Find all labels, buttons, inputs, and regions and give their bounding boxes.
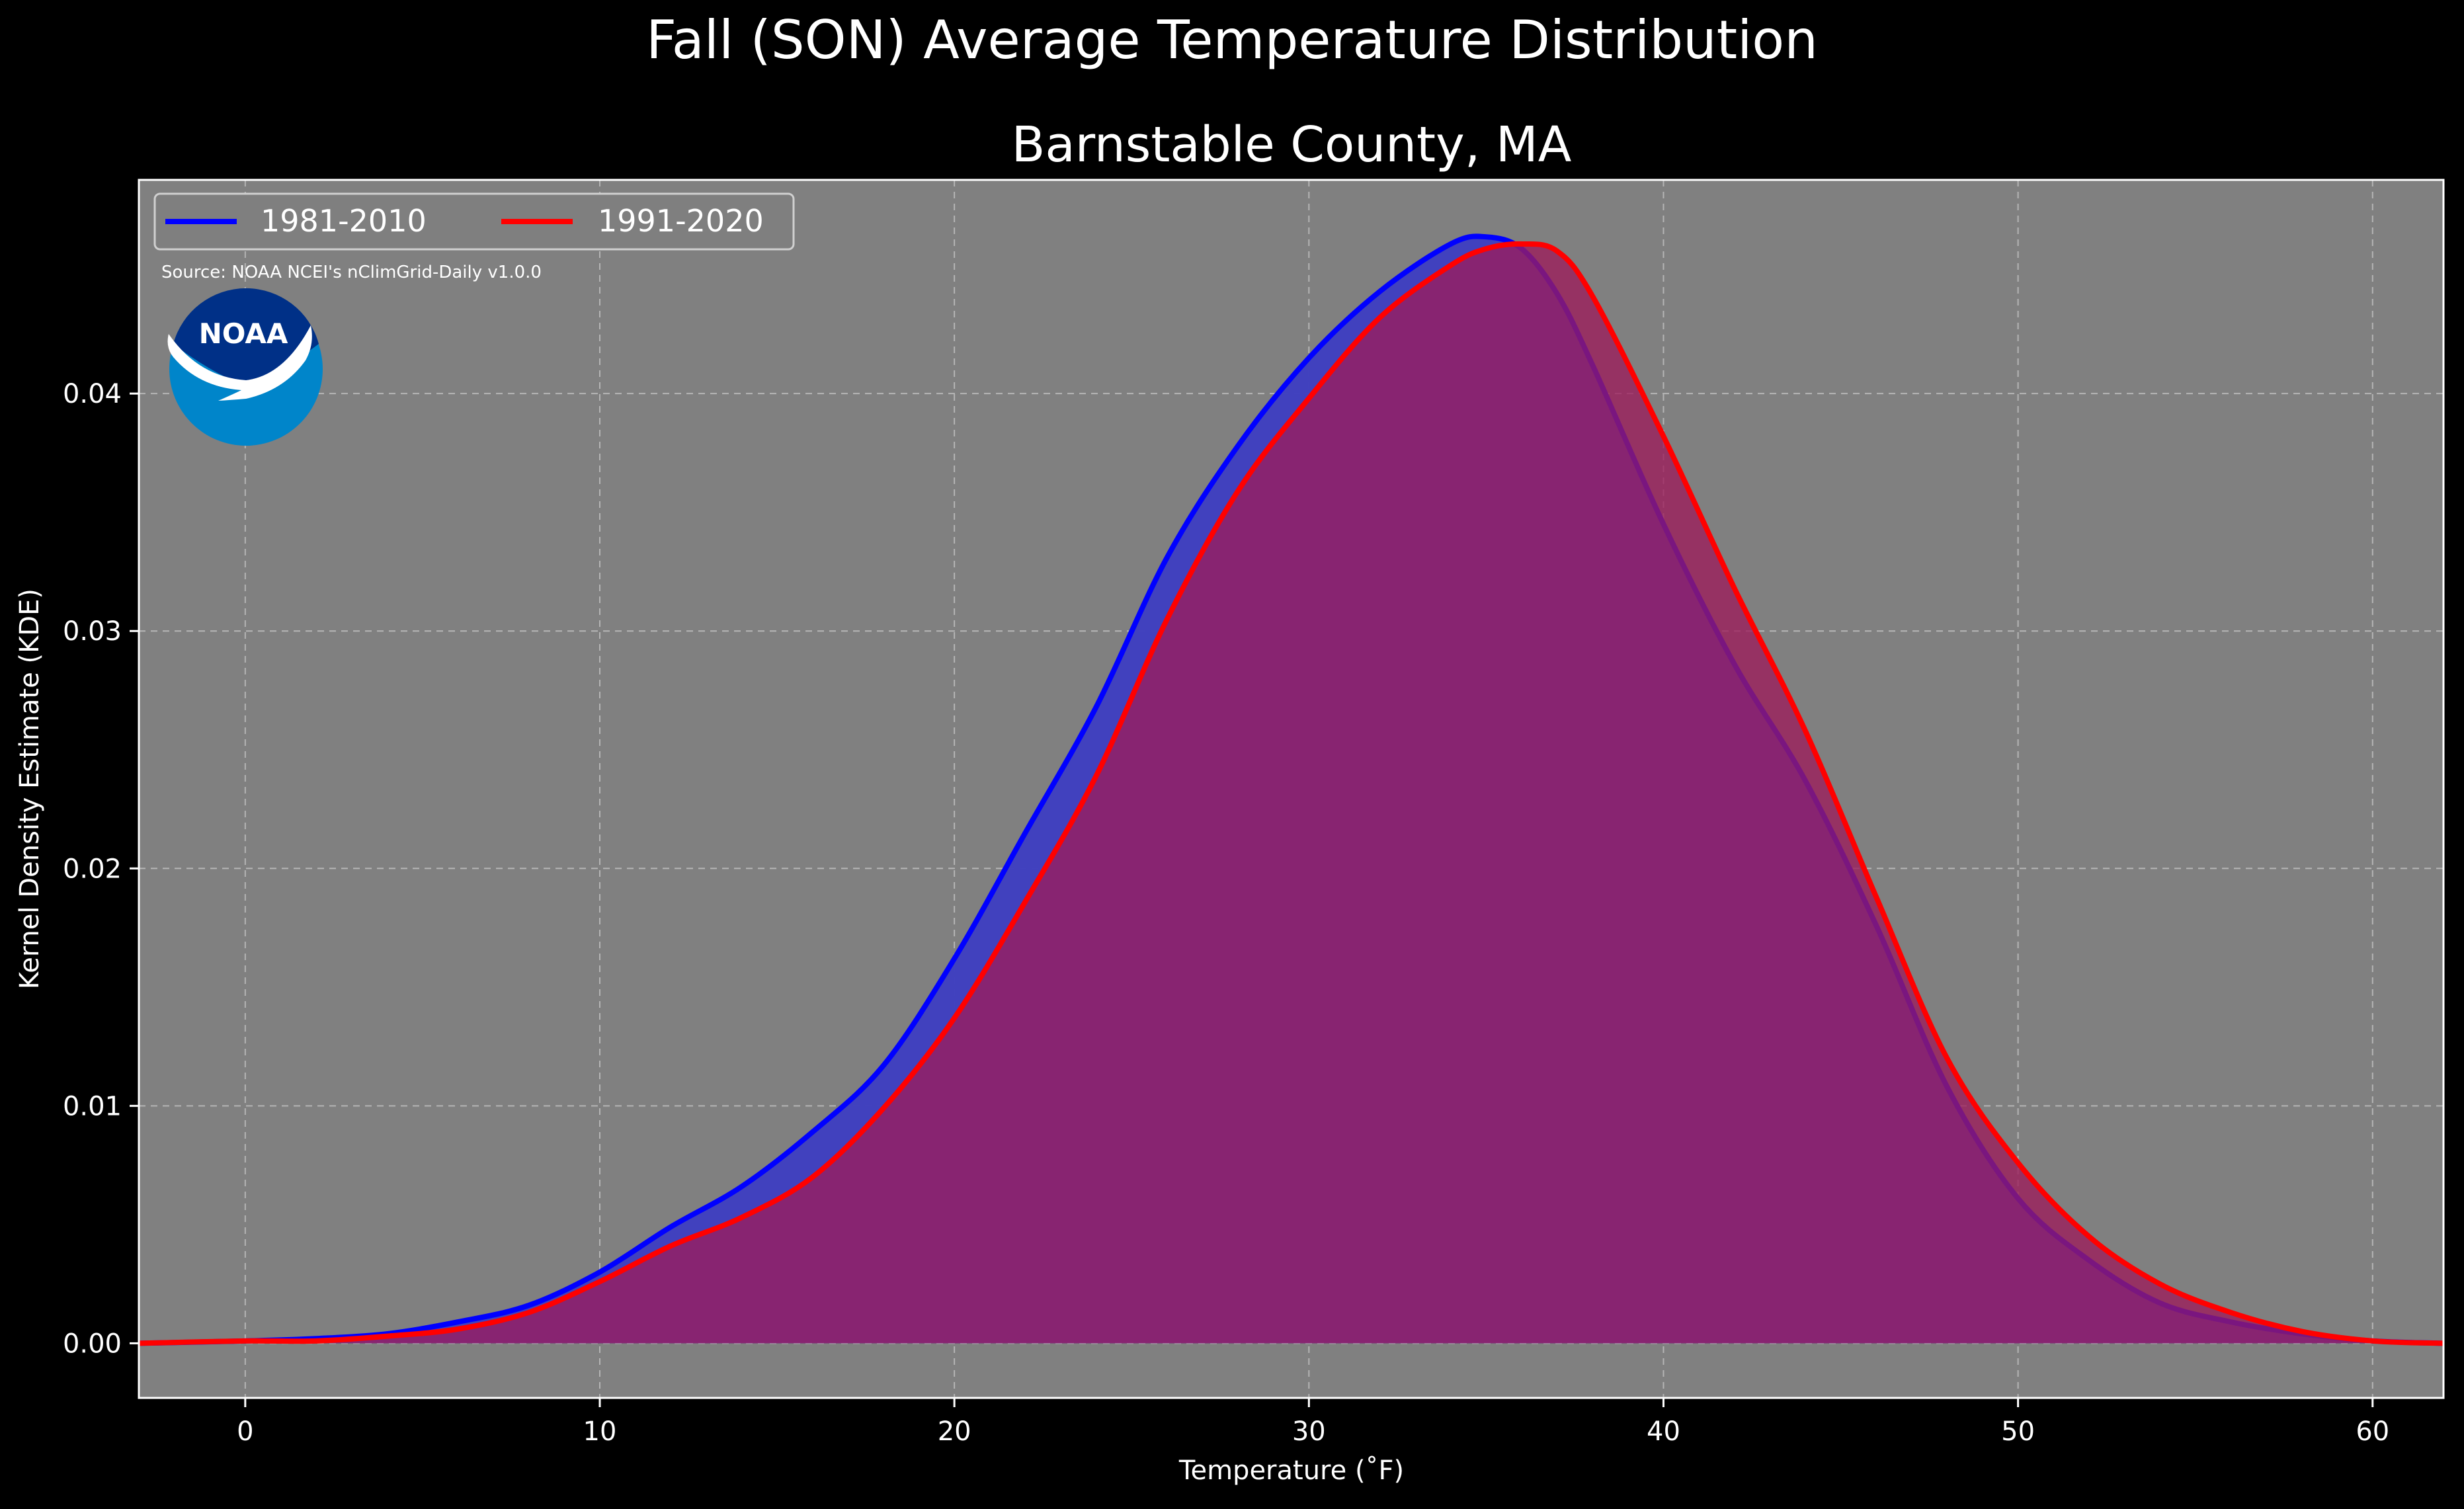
- legend: 1981-2010 1991-2020: [153, 192, 795, 251]
- source-note: Source: NOAA NCEI's nClimGrid-Daily v1.0…: [161, 263, 542, 282]
- noaa-logo-top: [173, 288, 319, 387]
- y-tick-label: 0.01: [63, 1091, 122, 1122]
- noaa-logo: NOAA: [167, 288, 323, 446]
- y-tick-label: 0.02: [63, 854, 122, 884]
- x-tick-label: 50: [2001, 1416, 2035, 1447]
- x-tick-label: 60: [2356, 1416, 2389, 1447]
- chart-subtitle: Barnstable County, MA: [1012, 116, 1572, 173]
- plot-frame: [138, 179, 2445, 1399]
- chart-title: Fall (SON) Average Temperature Distribut…: [646, 9, 1818, 71]
- axis-ticks: 0 10 20 30 40 50 60 0.00 0.01 0.02 0.03 0.04: [63, 379, 2389, 1447]
- x-tick-label: 30: [1292, 1416, 1326, 1447]
- legend-label-1981-2010: 1981-2010: [261, 203, 427, 239]
- series-layer: [138, 233, 2444, 1346]
- x-tick-label: 10: [583, 1416, 617, 1447]
- series-area-1991-2020: [139, 243, 2443, 1344]
- legend-label-1991-2020: 1991-2020: [598, 203, 764, 239]
- x-tick-label: 0: [237, 1416, 253, 1447]
- series-line-1991-2020: [138, 241, 2444, 1346]
- legend-box: [153, 192, 795, 251]
- y-axis-label: Kernel Density Estimate (KDE): [15, 589, 45, 989]
- y-tick-label: 0.03: [63, 616, 122, 647]
- x-tick-label: 20: [938, 1416, 971, 1447]
- noaa-logo-gull-icon: [167, 325, 312, 401]
- y-tick-label: 0.00: [63, 1328, 122, 1359]
- y-tick-label: 0.04: [63, 379, 122, 409]
- x-axis-label: Temperature (˚F): [1178, 1455, 1404, 1486]
- noaa-logo-text: NOAA: [199, 317, 288, 350]
- x-tick-label: 40: [1647, 1416, 1680, 1447]
